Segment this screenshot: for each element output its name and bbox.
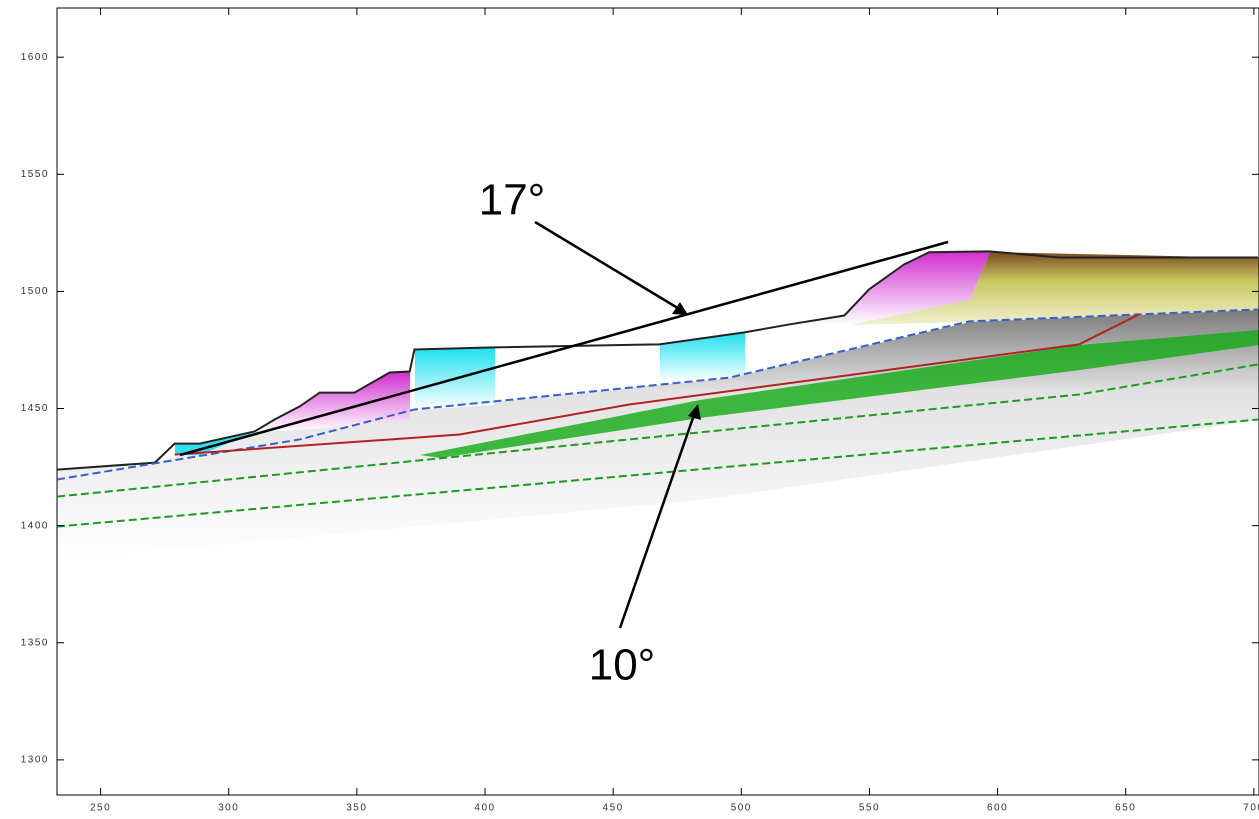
y-tick-label: 1300 [21, 755, 49, 766]
y-tick-label: 1550 [21, 169, 49, 180]
x-tick-label: 450 [603, 803, 624, 814]
x-tick-label: 600 [987, 803, 1008, 814]
arrowhead [672, 302, 688, 315]
page: 17° 10° 250 300 350 400 450 500 550 600 650 700 13… [0, 0, 1259, 819]
chart: 17° 10° 250 300 350 400 450 500 550 600 650 700 13… [0, 0, 1259, 819]
arrow [535, 222, 686, 313]
annotation: 10° [589, 641, 656, 690]
x-tick-label: 350 [346, 803, 367, 814]
x-tick-label: 700 [1243, 803, 1259, 814]
x-tick-label: 300 [218, 803, 239, 814]
y-tick-label: 1400 [21, 520, 49, 531]
x-tick-label: 550 [859, 803, 880, 814]
y-tick-label: 1350 [21, 637, 49, 648]
decoration [57, 252, 1259, 560]
y-tick-label: 1600 [21, 52, 49, 63]
y-tick-label: 1500 [21, 286, 49, 297]
x-tick-label: 250 [90, 803, 111, 814]
x-tick-label: 500 [731, 803, 752, 814]
y-tick-label: 1450 [21, 403, 49, 414]
x-tick-label: 400 [474, 803, 495, 814]
annotation: 17° [479, 176, 546, 225]
x-tick-label: 650 [1115, 803, 1136, 814]
berm-shade [660, 333, 745, 382]
